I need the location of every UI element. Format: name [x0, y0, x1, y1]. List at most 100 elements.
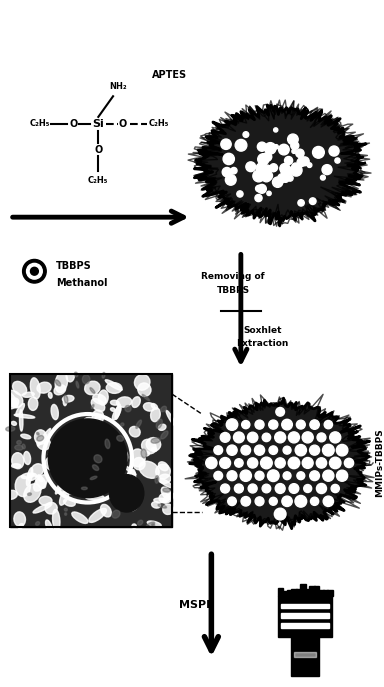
Bar [287, 590, 292, 596]
Ellipse shape [24, 484, 41, 502]
Circle shape [235, 459, 243, 467]
Circle shape [269, 446, 278, 454]
Ellipse shape [146, 438, 161, 451]
Circle shape [289, 484, 299, 493]
Ellipse shape [142, 451, 150, 456]
Circle shape [278, 174, 286, 183]
Ellipse shape [91, 405, 94, 409]
Circle shape [316, 458, 327, 468]
Ellipse shape [37, 475, 43, 482]
Bar [282, 591, 288, 596]
Ellipse shape [51, 405, 58, 420]
Ellipse shape [94, 488, 102, 495]
Circle shape [321, 175, 325, 180]
Ellipse shape [121, 423, 124, 426]
Ellipse shape [30, 378, 40, 398]
Circle shape [248, 484, 257, 493]
Ellipse shape [72, 512, 88, 523]
Ellipse shape [45, 455, 66, 471]
Circle shape [222, 168, 232, 177]
Ellipse shape [63, 396, 74, 402]
Circle shape [335, 158, 340, 163]
Circle shape [270, 166, 276, 172]
Ellipse shape [60, 447, 66, 452]
Ellipse shape [71, 474, 83, 487]
Ellipse shape [131, 487, 141, 499]
Ellipse shape [74, 372, 78, 377]
Text: Si: Si [93, 119, 104, 128]
Text: O: O [94, 146, 103, 155]
Text: Methanol: Methanol [56, 278, 108, 288]
Ellipse shape [131, 449, 145, 466]
Ellipse shape [36, 476, 46, 488]
Ellipse shape [13, 381, 26, 395]
Ellipse shape [34, 475, 48, 491]
Ellipse shape [93, 465, 99, 471]
Circle shape [295, 495, 307, 507]
Ellipse shape [151, 407, 160, 422]
Text: C₂H₅: C₂H₅ [88, 177, 109, 185]
Circle shape [261, 457, 272, 469]
Ellipse shape [161, 406, 166, 412]
Ellipse shape [7, 398, 19, 409]
Bar [10, 374, 172, 527]
Circle shape [214, 471, 223, 480]
Ellipse shape [26, 468, 33, 486]
Circle shape [317, 433, 326, 442]
Text: APTES: APTES [152, 69, 187, 80]
Ellipse shape [36, 432, 39, 435]
Ellipse shape [53, 510, 60, 531]
Circle shape [311, 497, 319, 506]
Circle shape [243, 132, 249, 137]
Circle shape [221, 139, 231, 149]
Ellipse shape [121, 501, 129, 510]
Circle shape [206, 458, 217, 469]
Ellipse shape [116, 397, 132, 407]
Circle shape [344, 458, 354, 468]
Ellipse shape [14, 512, 25, 526]
Circle shape [248, 458, 258, 468]
Ellipse shape [117, 436, 124, 441]
Circle shape [241, 497, 250, 506]
Ellipse shape [24, 451, 31, 464]
Ellipse shape [156, 464, 170, 479]
Ellipse shape [112, 510, 120, 518]
Circle shape [283, 446, 291, 454]
Ellipse shape [152, 447, 157, 451]
Circle shape [263, 171, 273, 181]
Circle shape [283, 472, 291, 480]
Ellipse shape [60, 489, 69, 505]
Ellipse shape [133, 458, 145, 470]
Circle shape [336, 470, 348, 482]
Circle shape [233, 432, 244, 442]
Circle shape [282, 175, 289, 182]
Ellipse shape [45, 502, 57, 514]
Circle shape [302, 458, 313, 469]
Ellipse shape [18, 523, 23, 529]
Ellipse shape [138, 383, 151, 396]
Ellipse shape [81, 487, 87, 490]
Circle shape [281, 166, 292, 177]
Ellipse shape [84, 381, 100, 395]
Circle shape [274, 128, 278, 132]
Ellipse shape [61, 471, 70, 480]
Ellipse shape [33, 504, 52, 513]
Ellipse shape [89, 429, 101, 438]
Circle shape [295, 444, 306, 455]
Ellipse shape [76, 489, 95, 496]
Text: TBBPS: TBBPS [217, 286, 250, 295]
Ellipse shape [163, 504, 173, 515]
Ellipse shape [83, 374, 90, 384]
Circle shape [255, 194, 262, 201]
Circle shape [262, 172, 271, 182]
Ellipse shape [111, 401, 119, 405]
Ellipse shape [85, 431, 94, 441]
Ellipse shape [94, 417, 101, 423]
Circle shape [302, 432, 313, 443]
Circle shape [297, 472, 305, 480]
Circle shape [288, 432, 300, 443]
Ellipse shape [38, 429, 51, 446]
Circle shape [280, 164, 290, 174]
Circle shape [322, 165, 332, 174]
Circle shape [313, 146, 324, 158]
